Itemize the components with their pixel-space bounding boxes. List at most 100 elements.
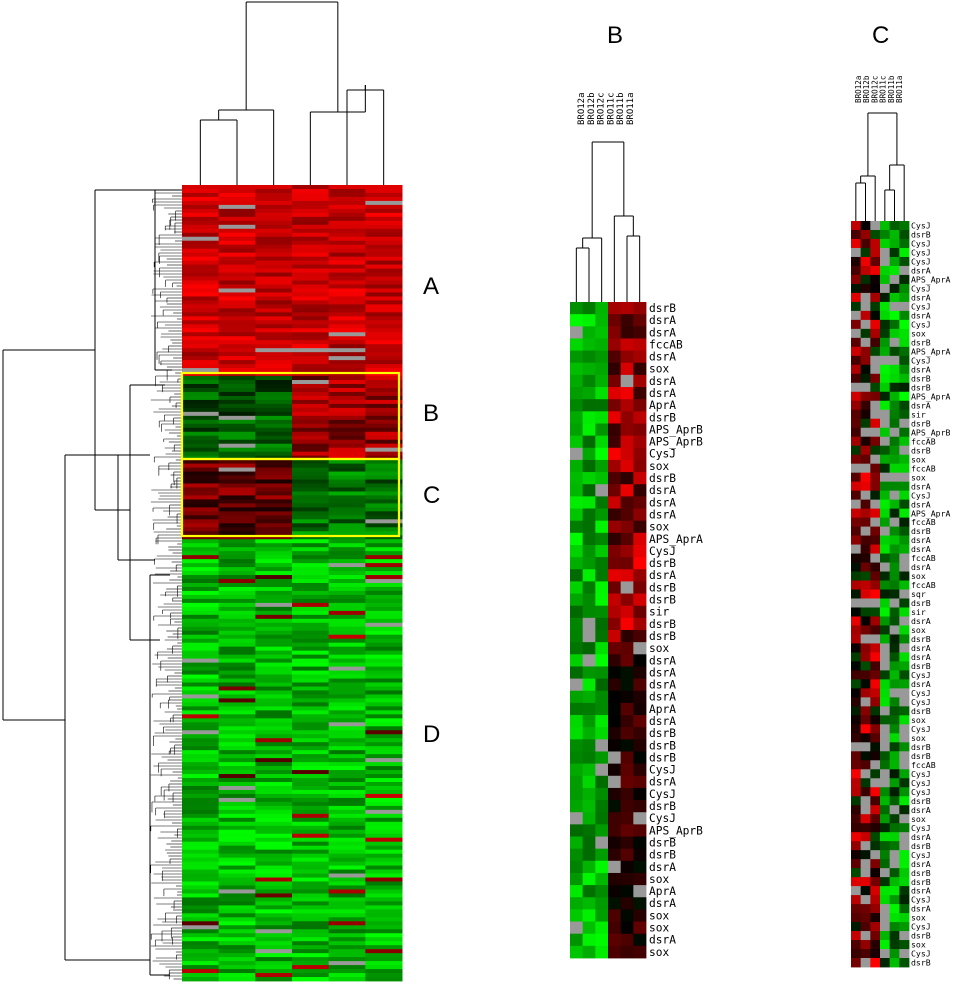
heatmap-cell: [570, 702, 584, 716]
heatmap-cell: [608, 399, 622, 412]
heatmap-cell: [570, 423, 584, 437]
heatmap-cell: [889, 436, 900, 447]
heatmap-cell: [218, 925, 256, 930]
heatmap-cell: [365, 368, 403, 373]
heatmap-cell: [328, 575, 366, 580]
heatmap-cell: [292, 973, 330, 978]
heatmap-cell: [218, 264, 256, 269]
heatmap-cell: [851, 679, 862, 689]
heatmap-cell: [860, 787, 871, 797]
heatmap-cell: [328, 328, 366, 333]
heatmap-cell: [851, 283, 862, 294]
heatmap-cell: [292, 937, 330, 942]
heatmap-cell: [851, 517, 862, 527]
heatmap-cell: [255, 320, 293, 325]
heatmap-cell: [365, 610, 403, 616]
panel-c-sample-labels: BRO12a BRO12b BRO12c BRO11c BRO11b BRO11a: [854, 75, 904, 103]
heatmap-cell: [218, 821, 256, 827]
heatmap-cell: [870, 895, 881, 905]
heatmap-cell: [851, 571, 862, 581]
heatmap-cell: [365, 857, 403, 862]
heatmap-cell: [328, 590, 366, 596]
heatmap-cell: [860, 337, 871, 348]
heatmap-cell: [292, 662, 330, 667]
heatmap-cell: [328, 463, 366, 468]
heatmap-cell: [608, 557, 622, 570]
heatmap-cell: [255, 495, 293, 500]
heatmap-cell: [851, 355, 862, 366]
heatmap-cell: [182, 973, 220, 978]
heatmap-cell: [365, 770, 403, 775]
heatmap-cell: [328, 447, 366, 453]
heatmap-cell: [292, 356, 330, 361]
heatmap-cell: [218, 817, 256, 823]
heatmap-cell: [328, 324, 366, 329]
heatmap-cell: [570, 678, 584, 692]
heatmap-cell: [255, 853, 293, 859]
heatmap-cell: [292, 479, 330, 484]
heatmap-cell: [633, 557, 647, 570]
heatmap-cell: [292, 766, 330, 771]
heatmap-cell: [255, 475, 293, 480]
heatmap-cell: [570, 520, 584, 534]
heatmap-cell: [633, 459, 647, 473]
heatmap-cell: [570, 775, 584, 789]
heatmap-cell: [218, 551, 256, 556]
heatmap-cell: [899, 221, 910, 231]
heatmap-cell: [218, 682, 256, 687]
heatmap-cell: [182, 515, 220, 520]
heatmap-cell: [292, 435, 330, 441]
heatmap-cell: [851, 409, 862, 420]
heatmap-cell: [255, 662, 293, 667]
heatmap-cell: [365, 758, 403, 763]
heatmap-cell: [365, 324, 403, 329]
heatmap-cell: [899, 310, 910, 321]
heatmap-cell: [880, 913, 891, 923]
heatmap-cell: [880, 697, 891, 707]
heatmap-cell: [255, 654, 293, 660]
heatmap-cell: [218, 483, 256, 488]
heatmap-cell: [328, 706, 366, 711]
heatmap-cell: [870, 526, 881, 536]
heatmap-cell: [851, 958, 862, 968]
heatmap-cell: [365, 702, 403, 707]
heatmap-cell: [365, 889, 403, 894]
heatmap-cell: [292, 571, 330, 576]
heatmap-cell: [292, 714, 330, 719]
heatmap-cell: [218, 885, 256, 890]
heatmap-cell: [860, 436, 871, 447]
heatmap-cell: [365, 949, 403, 954]
heatmap-cell: [851, 724, 862, 734]
heatmap-cell: [292, 431, 330, 437]
heatmap-cell: [218, 252, 256, 258]
heatmap-cell: [608, 338, 622, 351]
heatmap-cell: [851, 796, 862, 806]
heatmap-cell: [365, 714, 403, 719]
heatmap-cell: [880, 940, 891, 950]
heatmap-cell: [182, 352, 220, 357]
heatmap-cell: [328, 439, 366, 445]
panel-c-heatmap: C BRO12a BRO12b BRO12c BRO11c BRO11b BRO11a C…: [851, 22, 951, 968]
heatmap-cell: [292, 770, 330, 775]
heatmap-cell: [182, 260, 220, 265]
heatmap-cell: [899, 670, 910, 680]
heatmap-cell: [365, 419, 403, 425]
heatmap-cell: [633, 885, 647, 898]
heatmap-cell: [328, 236, 366, 242]
heatmap-cell: [570, 435, 584, 449]
heatmap-cell: [880, 625, 891, 635]
heatmap-cell: [328, 634, 366, 640]
heatmap-cell: [365, 957, 403, 962]
heatmap-cell: [633, 787, 647, 801]
gene-label: dsrA: [911, 364, 931, 374]
heatmap-cell: [880, 679, 891, 689]
heatmap-cell: [182, 606, 220, 612]
heatmap-cell: [218, 575, 256, 580]
heatmap-cell: [328, 750, 366, 755]
heatmap-cell: [633, 544, 647, 558]
heatmap-cell: [328, 296, 366, 301]
heatmap-cell: [182, 455, 220, 461]
heatmap-cell: [365, 423, 403, 429]
heatmap-cell: [889, 598, 900, 608]
heatmap-cell: [328, 252, 366, 258]
